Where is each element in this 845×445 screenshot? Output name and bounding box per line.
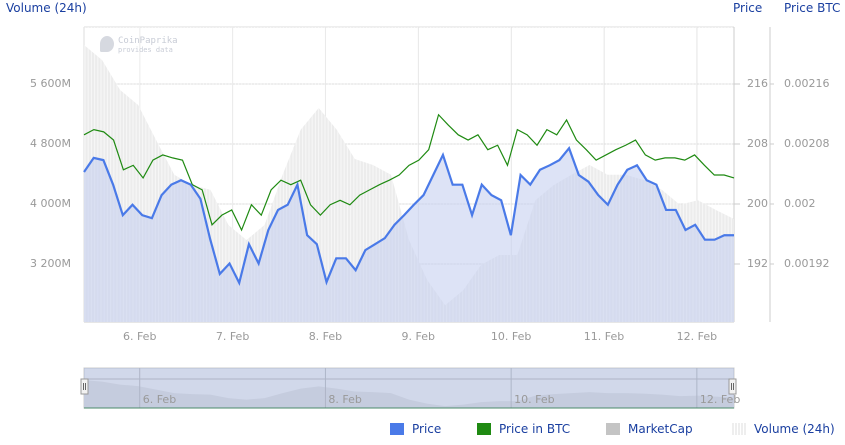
price-tick-label: 200 bbox=[747, 197, 768, 210]
marketcap-area bbox=[84, 148, 734, 322]
watermark: CoinPaprika provides data bbox=[118, 37, 178, 55]
legend-marketcap[interactable]: MarketCap bbox=[606, 422, 693, 436]
legend-swatch bbox=[606, 423, 620, 435]
legend-volume[interactable]: Volume (24h) bbox=[732, 422, 835, 436]
legend-price-btc[interactable]: Price in BTC bbox=[477, 422, 570, 436]
legend-label: Price in BTC bbox=[499, 422, 571, 436]
price-tick-label: 192 bbox=[747, 257, 768, 270]
btc-tick-label: 0.00216 bbox=[784, 77, 830, 90]
legend-swatch bbox=[477, 423, 491, 435]
btc-tick-label: 0.002 bbox=[784, 197, 816, 210]
navigator-tick-label: 6. Feb bbox=[142, 393, 177, 406]
legend-label: Volume (24h) bbox=[754, 422, 835, 436]
legend-price[interactable]: Price bbox=[390, 422, 441, 436]
legend-swatch bbox=[732, 423, 746, 435]
price-tick-label: 208 bbox=[747, 137, 768, 150]
legend-label: Price bbox=[412, 422, 442, 436]
price-axis-title: Price bbox=[733, 1, 763, 15]
price-tick-label: 216 bbox=[747, 77, 768, 90]
navigator-tick-label: 12. Feb bbox=[699, 393, 741, 406]
btc-tick-label: 0.00208 bbox=[784, 137, 830, 150]
x-tick-label: 6. Feb bbox=[122, 330, 157, 343]
legend-swatch bbox=[390, 423, 404, 435]
btc-tick-label: 0.00192 bbox=[784, 257, 830, 270]
watermark-brand: CoinPaprika bbox=[118, 36, 178, 46]
x-tick-label: 7. Feb bbox=[215, 330, 250, 343]
left-tick-label: 4 000M bbox=[30, 197, 71, 210]
navigator-volume-area bbox=[84, 380, 734, 408]
navigator-tick-label: 10. Feb bbox=[514, 393, 555, 406]
left-tick-label: 4 800M bbox=[30, 137, 71, 150]
price-btc-line bbox=[83, 113, 735, 232]
navigator-handle[interactable] bbox=[80, 378, 89, 395]
x-tick-label: 9. Feb bbox=[401, 330, 436, 343]
left-axis-title: Volume (24h) bbox=[6, 1, 87, 15]
navigator-handle[interactable] bbox=[728, 378, 737, 395]
left-tick-label: 3 200M bbox=[30, 257, 71, 270]
left-tick-label: 5 600M bbox=[30, 77, 71, 90]
x-tick-label: 12. Feb bbox=[676, 330, 718, 343]
x-tick-label: 10. Feb bbox=[490, 330, 532, 343]
navigator-tick-label: 8. Feb bbox=[328, 393, 362, 406]
x-tick-label: 11. Feb bbox=[583, 330, 625, 343]
price-line bbox=[83, 146, 734, 286]
btc-axis-title: Price BTC bbox=[784, 1, 841, 15]
legend-label: MarketCap bbox=[628, 422, 693, 436]
x-tick-label: 8. Feb bbox=[308, 330, 343, 343]
watermark-sub: provides data bbox=[118, 46, 173, 54]
navigator-mask[interactable] bbox=[84, 368, 734, 408]
coinpaprika-logo-icon bbox=[100, 36, 114, 52]
